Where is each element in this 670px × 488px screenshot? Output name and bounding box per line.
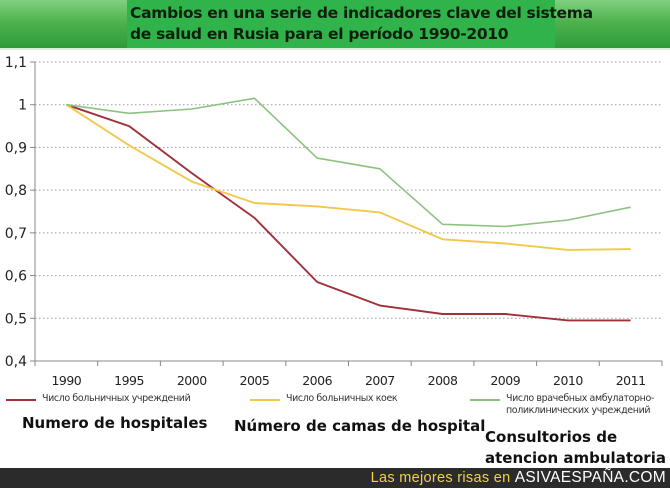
y-tick-label: 1 (18, 98, 27, 114)
series-line-hospitals (65, 103, 631, 322)
x-tick-label: 2005 (240, 373, 270, 388)
footer-site-link[interactable]: ASIVAESPAÑA.COM (514, 469, 666, 486)
series-line-beds (65, 103, 631, 251)
caption-hospitals: Numero de hospitales (22, 414, 208, 432)
x-tick-label: 2011 (616, 373, 646, 388)
legend-item-hospitals: Число больничных учреждений (6, 393, 191, 405)
x-tick-label: 1990 (51, 373, 81, 388)
legend-swatch-hospitals (6, 399, 36, 401)
y-tick-label: 0,7 (5, 226, 27, 242)
legend-item-beds: Число больничных коек (250, 393, 398, 405)
chart-title: Cambios en una serie de indicadores clav… (127, 0, 593, 48)
chart-title-line2: de salud en Rusia para el período 1990-2… (130, 25, 509, 43)
x-tick-label: 2008 (428, 373, 458, 388)
y-tick-label: 0,9 (5, 140, 27, 156)
legend-swatch-ambulatory (470, 399, 500, 401)
legend-label-ambulatory: Число врачебных амбулаторно- поликлиниче… (506, 393, 654, 417)
caption-beds: Número de camas de hospital (234, 417, 486, 435)
x-tick-label: 2007 (365, 373, 395, 388)
footer-lead-text: Las mejores risas en (370, 470, 511, 486)
series-line-ambulatory (66, 97, 631, 228)
x-tick-labels: 1990 1995 2000 2005 2006 2007 2008 2009 2010 2011 (51, 373, 646, 388)
chart-title-line1: Cambios en una serie de indicadores clav… (130, 4, 593, 22)
y-tick-label: 0,4 (5, 354, 27, 370)
y-tick-label: 0,8 (5, 183, 27, 199)
y-tick-label: 0,6 (5, 269, 27, 285)
caption-ambulatory-line1: Consultorios de (485, 428, 618, 446)
x-tick-label: 2010 (553, 373, 583, 388)
legend-label-ambulatory-line2: поликлинических учреждений (506, 405, 651, 416)
y-tick-labels: 1,1 1 0,9 0,8 0,7 0,6 0,5 0,4 (5, 55, 27, 370)
banner-divider (0, 48, 670, 50)
x-tick-label: 2009 (490, 373, 520, 388)
x-tick-label: 2006 (302, 373, 332, 388)
caption-ambulatory-line2: atencion ambulatoria (485, 449, 666, 467)
title-banner: Cambios en una serie de indicadores clav… (0, 0, 670, 48)
legend-label-ambulatory-line1: Число врачебных амбулаторно- (506, 393, 654, 404)
y-tick-label: 1,1 (5, 55, 27, 71)
footer-bar: Las mejores risas en ASIVAESPAÑA.COM (0, 468, 670, 488)
legend-label-beds: Число больничных коек (286, 393, 398, 404)
y-tick-label: 0,5 (5, 311, 27, 327)
caption-ambulatory: Consultorios de atencion ambulatoria (485, 427, 666, 469)
legend-label-hospitals: Число больничных учреждений (42, 393, 191, 404)
legend-item-ambulatory: Число врачебных амбулаторно- поликлиниче… (470, 393, 654, 417)
line-chart: 1,1 1 0,9 0,8 0,7 0,6 0,5 0,4 1990 1995 2000 2005 2… (5, 55, 663, 388)
series-lines (65, 97, 631, 322)
legend-swatch-beds (250, 399, 280, 401)
axes (30, 61, 663, 366)
gridlines (35, 61, 662, 319)
x-tick-label: 2000 (177, 373, 207, 388)
x-tick-label: 1995 (114, 373, 144, 388)
